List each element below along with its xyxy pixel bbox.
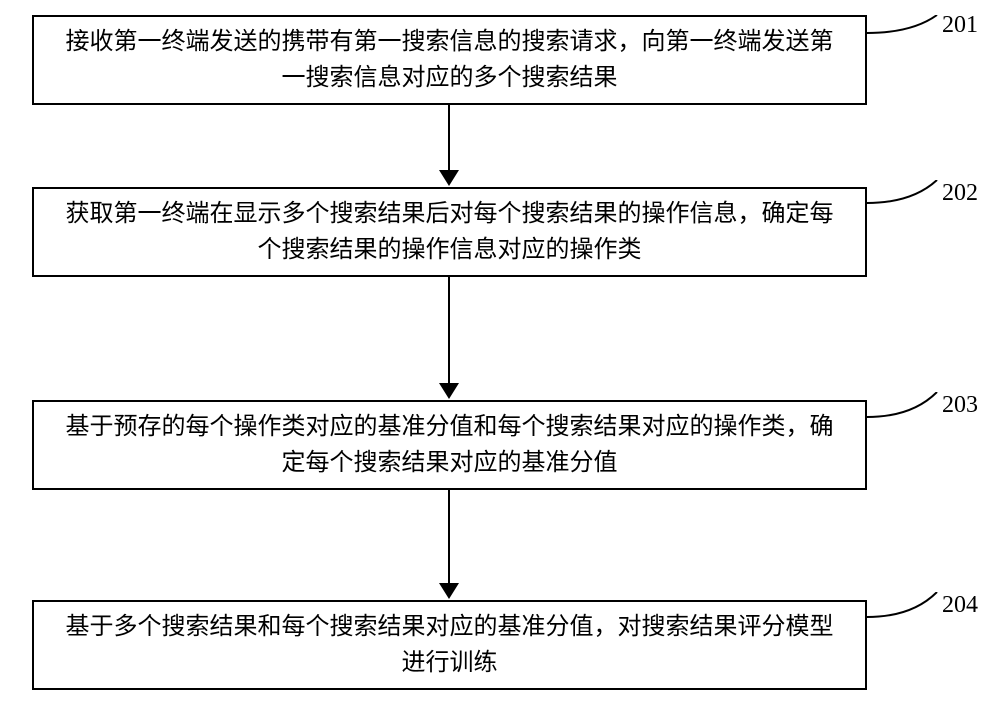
arrow-3 [439,490,459,599]
connector-202 [867,180,942,230]
step-text-203: 基于预存的每个操作类对应的基准分值和每个搜索结果对应的操作类，确定每个搜索结果对… [54,409,845,481]
flowchart-container: 接收第一终端发送的携带有第一搜索信息的搜索请求，向第一终端发送第一搜索信息对应的… [0,0,1000,725]
connector-204 [867,592,942,642]
arrow-1 [439,105,459,186]
connector-203 [867,392,942,442]
step-label-202: 202 [942,180,978,207]
step-box-202: 获取第一终端在显示多个搜索结果后对每个搜索结果的操作信息，确定每个搜索结果的操作… [32,187,867,277]
step-box-201: 接收第一终端发送的携带有第一搜索信息的搜索请求，向第一终端发送第一搜索信息对应的… [32,15,867,105]
step-label-203: 203 [942,392,978,419]
step-text-202: 获取第一终端在显示多个搜索结果后对每个搜索结果的操作信息，确定每个搜索结果的操作… [54,196,845,268]
step-box-203: 基于预存的每个操作类对应的基准分值和每个搜索结果对应的操作类，确定每个搜索结果对… [32,400,867,490]
step-box-204: 基于多个搜索结果和每个搜索结果对应的基准分值，对搜索结果评分模型进行训练 [32,600,867,690]
step-label-201: 201 [942,12,978,39]
step-text-204: 基于多个搜索结果和每个搜索结果对应的基准分值，对搜索结果评分模型进行训练 [54,609,845,681]
connector-201 [867,15,942,65]
step-label-204: 204 [942,592,978,619]
step-text-201: 接收第一终端发送的携带有第一搜索信息的搜索请求，向第一终端发送第一搜索信息对应的… [54,24,845,96]
arrow-2 [439,277,459,399]
